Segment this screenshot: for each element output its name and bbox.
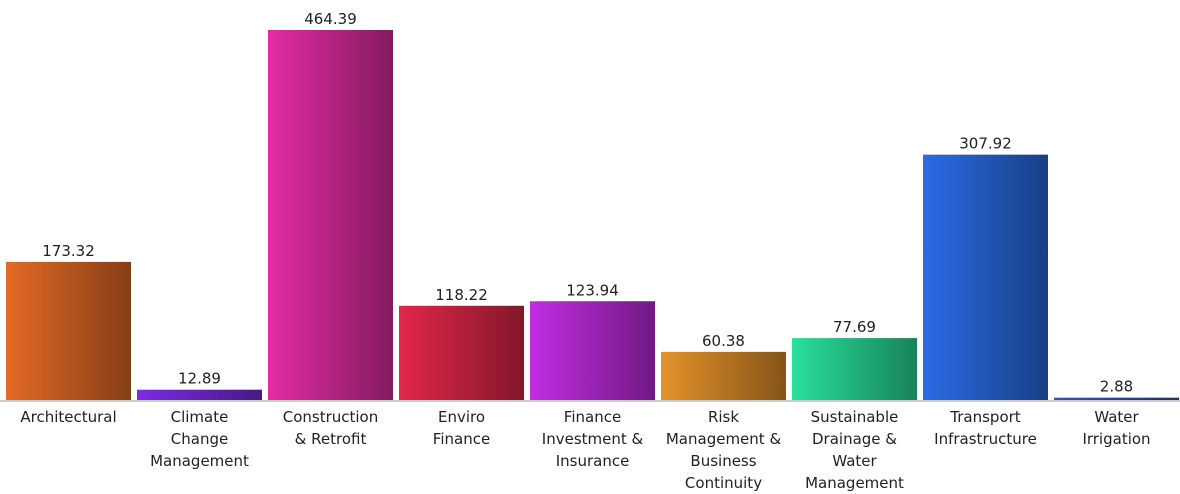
- bar-shade: [792, 338, 917, 400]
- x-tick-label: Architectural: [20, 408, 116, 426]
- value-label: 123.94: [566, 281, 619, 299]
- bar-shade: [268, 30, 393, 400]
- x-tick-label: Finance Investment & Insurance: [542, 408, 644, 470]
- x-tick-label: Construction & Retrofit: [283, 408, 379, 448]
- bar-shade: [923, 154, 1048, 400]
- value-label: 173.32: [42, 242, 95, 260]
- value-label: 60.38: [702, 332, 745, 350]
- value-label: 118.22: [435, 286, 488, 304]
- x-tick-label: Climate Change Management: [150, 408, 249, 470]
- value-label: 464.39: [304, 10, 357, 28]
- x-tick-label: Risk Management & Business Continuity: [666, 408, 782, 492]
- bar-shade: [6, 261, 131, 400]
- value-label: 77.69: [833, 318, 876, 336]
- bar-shade: [137, 389, 262, 400]
- bar-shade: [399, 305, 524, 400]
- x-tick-label: Enviro Finance: [433, 408, 490, 448]
- value-label: 307.92: [959, 135, 1012, 153]
- value-label: 2.88: [1100, 378, 1133, 396]
- value-label: 12.89: [178, 370, 221, 388]
- x-tick-label: Sustainable Drainage & Water Management: [805, 408, 904, 492]
- x-tick-label: Transport Infrastructure: [934, 408, 1037, 448]
- bar-shade: [661, 351, 786, 400]
- bar-shade: [1054, 397, 1179, 400]
- x-tick-label: Water Irrigation: [1082, 408, 1150, 448]
- bar-shade: [530, 301, 655, 400]
